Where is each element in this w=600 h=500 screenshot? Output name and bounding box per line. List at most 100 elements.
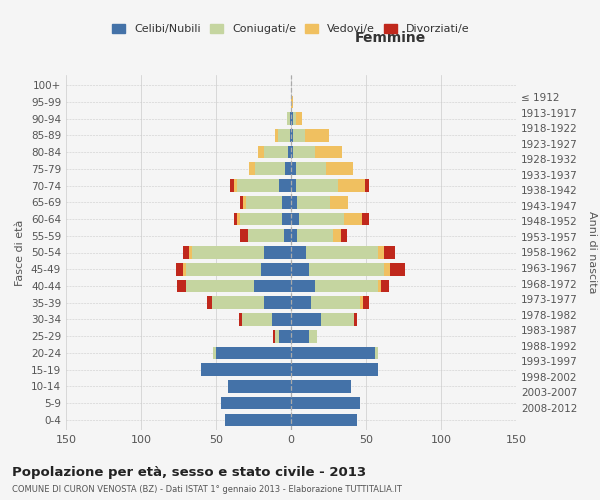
- Bar: [189, 246, 192, 259]
- Bar: [311, 296, 360, 309]
- Bar: [343, 212, 361, 226]
- Bar: [288, 146, 291, 158]
- Bar: [291, 380, 351, 392]
- Bar: [291, 96, 293, 108]
- Bar: [192, 246, 264, 259]
- Bar: [291, 212, 299, 226]
- Text: COMUNE DI CURON VENOSTA (BZ) - Dati ISTAT 1° gennaio 2013 - Elaborazione TUTTITA: COMUNE DI CURON VENOSTA (BZ) - Dati ISTA…: [12, 485, 402, 494]
- Y-axis label: Fasce di età: Fasce di età: [16, 220, 25, 286]
- Bar: [291, 330, 309, 342]
- Bar: [296, 179, 337, 192]
- Bar: [279, 330, 291, 342]
- Bar: [228, 380, 291, 392]
- Bar: [375, 346, 378, 360]
- Bar: [249, 162, 255, 175]
- Y-axis label: Anni di nascita: Anni di nascita: [587, 211, 597, 294]
- Bar: [378, 280, 381, 292]
- Bar: [378, 246, 384, 259]
- Bar: [297, 196, 330, 208]
- Bar: [381, 280, 389, 292]
- Bar: [183, 263, 186, 276]
- Bar: [330, 196, 348, 208]
- Bar: [216, 346, 291, 360]
- Bar: [365, 179, 369, 192]
- Bar: [264, 146, 288, 158]
- Bar: [309, 330, 317, 342]
- Bar: [287, 112, 290, 125]
- Bar: [258, 146, 264, 158]
- Bar: [275, 330, 279, 342]
- Text: Popolazione per età, sesso e stato civile - 2013: Popolazione per età, sesso e stato civil…: [12, 466, 366, 479]
- Bar: [285, 162, 291, 175]
- Bar: [296, 162, 325, 175]
- Bar: [296, 112, 302, 125]
- Bar: [275, 129, 277, 141]
- Bar: [291, 146, 293, 158]
- Bar: [309, 263, 384, 276]
- Bar: [361, 212, 369, 226]
- Bar: [239, 313, 241, 326]
- Bar: [291, 346, 375, 360]
- Bar: [390, 263, 405, 276]
- Bar: [341, 230, 347, 242]
- Bar: [297, 230, 333, 242]
- Bar: [264, 296, 291, 309]
- Bar: [305, 129, 329, 141]
- Bar: [291, 112, 293, 125]
- Bar: [273, 330, 275, 342]
- Bar: [306, 246, 378, 259]
- Bar: [299, 212, 343, 226]
- Bar: [229, 179, 234, 192]
- Bar: [325, 162, 353, 175]
- Bar: [293, 112, 296, 125]
- Bar: [234, 212, 237, 226]
- Bar: [254, 280, 291, 292]
- Bar: [177, 280, 186, 292]
- Bar: [264, 246, 291, 259]
- Bar: [315, 280, 378, 292]
- Bar: [240, 230, 248, 242]
- Bar: [201, 364, 291, 376]
- Bar: [277, 129, 290, 141]
- Bar: [207, 296, 212, 309]
- Bar: [321, 313, 354, 326]
- Bar: [221, 397, 291, 409]
- Bar: [186, 280, 254, 292]
- Bar: [291, 129, 293, 141]
- Bar: [291, 230, 297, 242]
- Bar: [337, 179, 365, 192]
- Text: Femmine: Femmine: [355, 31, 425, 45]
- Bar: [255, 162, 285, 175]
- Bar: [291, 280, 315, 292]
- Bar: [183, 246, 189, 259]
- Bar: [293, 129, 305, 141]
- Legend: Celibi/Nubili, Coniugati/e, Vedovi/e, Divorziati/e: Celibi/Nubili, Coniugati/e, Vedovi/e, Di…: [109, 20, 473, 38]
- Bar: [291, 263, 309, 276]
- Bar: [240, 212, 282, 226]
- Bar: [360, 296, 363, 309]
- Bar: [384, 246, 395, 259]
- Bar: [291, 196, 297, 208]
- Bar: [225, 414, 291, 426]
- Bar: [333, 230, 341, 242]
- Bar: [315, 146, 342, 158]
- Bar: [241, 313, 271, 326]
- Bar: [282, 196, 291, 208]
- Bar: [212, 296, 264, 309]
- Bar: [176, 263, 183, 276]
- Bar: [354, 313, 357, 326]
- Bar: [293, 146, 315, 158]
- Bar: [291, 162, 296, 175]
- Bar: [261, 263, 291, 276]
- Bar: [291, 397, 360, 409]
- Bar: [279, 179, 291, 192]
- Bar: [291, 414, 357, 426]
- Bar: [291, 246, 306, 259]
- Bar: [291, 296, 311, 309]
- Bar: [246, 196, 282, 208]
- Bar: [186, 263, 261, 276]
- Bar: [234, 179, 237, 192]
- Bar: [363, 296, 369, 309]
- Bar: [291, 313, 321, 326]
- Bar: [248, 230, 284, 242]
